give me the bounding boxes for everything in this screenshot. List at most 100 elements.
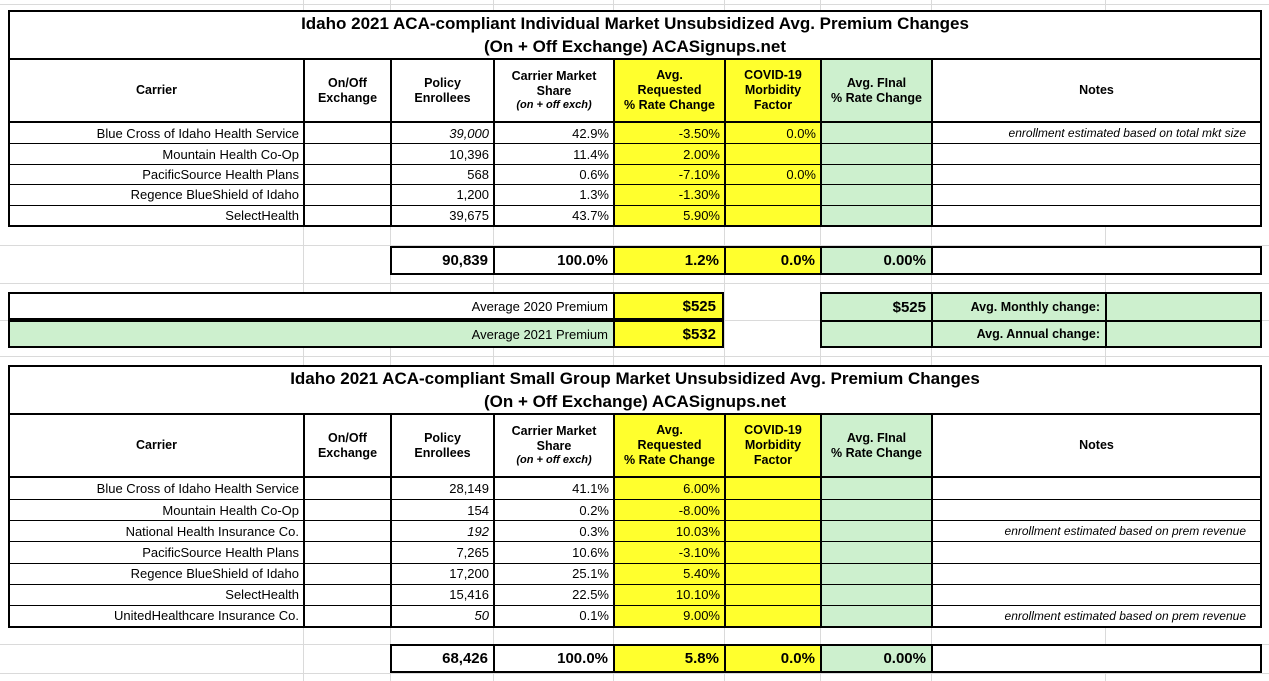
covid-factor-cell[interactable] (724, 500, 820, 521)
notes-cell[interactable]: enrollment estimated based on prem reven… (931, 605, 1260, 626)
carrier-cell[interactable]: SelectHealth (225, 587, 299, 603)
enrollees-cell[interactable]: 17,200 (390, 563, 493, 584)
exchange-cell[interactable] (303, 584, 390, 605)
enrollees-cell[interactable]: 15,416 (390, 584, 493, 605)
total-notes-cell[interactable] (931, 248, 1260, 273)
notes-cell[interactable] (931, 584, 1260, 605)
requested-rate-cell[interactable]: 2.00% (613, 144, 724, 164)
total-covid-cell[interactable]: 0.0% (724, 248, 820, 273)
market-share-cell[interactable]: 43.7% (493, 205, 613, 225)
notes-cell[interactable] (931, 542, 1260, 563)
avg-2021-premium-value[interactable]: $532 (613, 322, 722, 346)
final-rate-cell[interactable] (820, 123, 931, 144)
total-requested-cell[interactable]: 5.8% (613, 646, 724, 671)
requested-rate-cell[interactable]: 5.90% (613, 205, 724, 225)
notes-cell[interactable] (931, 164, 1260, 185)
avg-2020-premium-value[interactable]: $525 (613, 294, 722, 318)
exchange-cell[interactable] (303, 164, 390, 185)
total-covid-cell[interactable]: 0.0% (724, 646, 820, 671)
requested-rate-cell[interactable]: 5.40% (613, 563, 724, 584)
enrollees-cell[interactable]: 10,396 (390, 144, 493, 164)
enrollees-cell[interactable]: 7,265 (390, 542, 493, 563)
market-share-cell[interactable]: 10.6% (493, 542, 613, 563)
avg-annual-change-value[interactable] (1105, 320, 1260, 346)
covid-factor-cell[interactable] (724, 542, 820, 563)
market-share-cell[interactable]: 1.3% (493, 185, 613, 205)
carrier-cell[interactable]: Regence BlueShield of Idaho (130, 187, 299, 203)
covid-factor-cell[interactable] (724, 521, 820, 542)
covid-factor-cell[interactable]: 0.0% (724, 164, 820, 185)
exchange-cell[interactable] (303, 478, 390, 500)
notes-cell[interactable] (931, 205, 1260, 225)
total-share-cell[interactable]: 100.0% (493, 248, 613, 273)
carrier-cell[interactable]: SelectHealth (225, 207, 299, 223)
final-rate-cell[interactable] (820, 563, 931, 584)
carrier-cell[interactable]: Regence BlueShield of Idaho (130, 566, 299, 582)
exchange-cell[interactable] (303, 185, 390, 205)
requested-rate-cell[interactable]: -3.10% (613, 542, 724, 563)
market-share-cell[interactable]: 42.9% (493, 123, 613, 144)
notes-cell[interactable] (931, 144, 1260, 164)
final-rate-cell[interactable] (820, 584, 931, 605)
total-share-cell[interactable]: 100.0% (493, 646, 613, 671)
notes-cell[interactable]: enrollment estimated based on prem reven… (931, 521, 1260, 542)
requested-rate-cell[interactable]: -8.00% (613, 500, 724, 521)
covid-factor-cell[interactable] (724, 185, 820, 205)
covid-factor-cell[interactable]: 0.0% (724, 123, 820, 144)
notes-cell[interactable] (931, 478, 1260, 500)
requested-rate-cell[interactable]: 10.03% (613, 521, 724, 542)
requested-rate-cell[interactable]: 6.00% (613, 478, 724, 500)
covid-factor-cell[interactable] (724, 605, 820, 626)
covid-factor-cell[interactable] (724, 478, 820, 500)
exchange-cell[interactable] (303, 563, 390, 584)
summary-2021-premium-cell[interactable] (822, 320, 931, 346)
requested-rate-cell[interactable]: -1.30% (613, 185, 724, 205)
enrollees-cell[interactable]: 154 (390, 500, 493, 521)
requested-rate-cell[interactable]: -3.50% (613, 123, 724, 144)
carrier-cell[interactable]: Mountain Health Co-Op (162, 502, 299, 518)
covid-factor-cell[interactable] (724, 144, 820, 164)
carrier-cell[interactable]: Blue Cross of Idaho Health Service (96, 125, 299, 141)
avg-monthly-change-value[interactable] (1105, 294, 1260, 320)
enrollees-cell[interactable]: 39,000 (390, 123, 493, 144)
covid-factor-cell[interactable] (724, 205, 820, 225)
notes-cell[interactable] (931, 185, 1260, 205)
covid-factor-cell[interactable] (724, 563, 820, 584)
enrollees-cell[interactable]: 39,675 (390, 205, 493, 225)
notes-cell[interactable] (931, 500, 1260, 521)
final-rate-cell[interactable] (820, 605, 931, 626)
covid-factor-cell[interactable] (724, 584, 820, 605)
total-requested-cell[interactable]: 1.2% (613, 248, 724, 273)
carrier-cell[interactable]: Mountain Health Co-Op (162, 146, 299, 162)
exchange-cell[interactable] (303, 542, 390, 563)
final-rate-cell[interactable] (820, 164, 931, 185)
exchange-cell[interactable] (303, 123, 390, 144)
total-enrollees-cell[interactable]: 90,839 (442, 252, 488, 269)
total-final-cell[interactable]: 0.00% (820, 646, 931, 671)
market-share-cell[interactable]: 41.1% (493, 478, 613, 500)
exchange-cell[interactable] (303, 521, 390, 542)
notes-cell[interactable]: enrollment estimated based on total mkt … (931, 123, 1260, 144)
market-share-cell[interactable]: 11.4% (493, 144, 613, 164)
final-rate-cell[interactable] (820, 478, 931, 500)
requested-rate-cell[interactable]: 10.10% (613, 584, 724, 605)
market-share-cell[interactable]: 25.1% (493, 563, 613, 584)
final-rate-cell[interactable] (820, 205, 931, 225)
enrollees-cell[interactable]: 1,200 (390, 185, 493, 205)
enrollees-cell[interactable]: 568 (390, 164, 493, 185)
carrier-cell[interactable]: PacificSource Health Plans (142, 166, 299, 182)
exchange-cell[interactable] (303, 500, 390, 521)
carrier-cell[interactable]: UnitedHealthcare Insurance Co. (114, 608, 299, 624)
notes-cell[interactable] (931, 563, 1260, 584)
market-share-cell[interactable]: 0.2% (493, 500, 613, 521)
market-share-cell[interactable]: 0.1% (493, 605, 613, 626)
carrier-cell[interactable]: National Health Insurance Co. (125, 523, 299, 539)
exchange-cell[interactable] (303, 144, 390, 164)
enrollees-cell[interactable]: 28,149 (390, 478, 493, 500)
final-rate-cell[interactable] (820, 185, 931, 205)
carrier-cell[interactable]: PacificSource Health Plans (142, 544, 299, 560)
requested-rate-cell[interactable]: -7.10% (613, 164, 724, 185)
final-rate-cell[interactable] (820, 521, 931, 542)
total-final-cell[interactable]: 0.00% (820, 248, 931, 273)
final-rate-cell[interactable] (820, 500, 931, 521)
